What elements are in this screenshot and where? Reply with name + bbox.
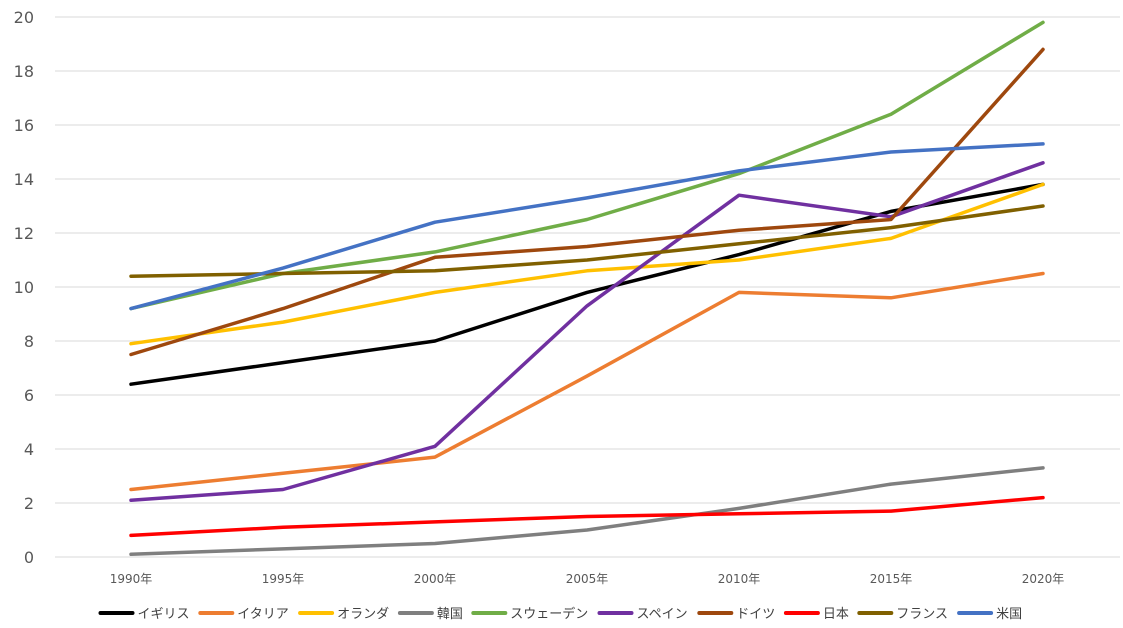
- legend: イギリス イタリア オランダ 韓国 スウェーデン スペイン ドイツ 日本 フランス 米国: [98, 606, 1022, 622]
- y-tick-label: 2: [24, 494, 34, 513]
- series-line-9: [129, 142, 1045, 311]
- y-tick-label: 10: [14, 278, 34, 297]
- y-tick-label: 12: [14, 224, 34, 243]
- series-line-6: [129, 47, 1045, 357]
- plot-area: [129, 20, 1045, 557]
- legend-label: フランス: [896, 607, 948, 622]
- x-tick-label: 2000年: [414, 572, 457, 586]
- legend-label: スペイン: [637, 607, 688, 622]
- legend-label: ドイツ: [736, 607, 775, 622]
- x-axis: 1990年 1995年 2000年 2005年 2010年 2015年 2020年: [110, 572, 1065, 586]
- x-tick-label: 2020年: [1022, 572, 1065, 586]
- legend-item: 韓国: [397, 607, 463, 622]
- legend-item: オランダ: [298, 607, 389, 622]
- x-tick-label: 2005年: [566, 572, 609, 586]
- legend-label: オランダ: [337, 607, 389, 622]
- series-line-5: [129, 161, 1045, 503]
- series-line-4: [129, 20, 1045, 311]
- y-tick-label: 6: [24, 386, 34, 405]
- legend-item: 日本: [783, 607, 849, 622]
- y-tick-label: 18: [14, 62, 34, 81]
- y-tick-label: 16: [14, 116, 34, 135]
- gridlines: [55, 16, 1120, 558]
- series-line-8: [129, 204, 1045, 278]
- series-line-1: [129, 271, 1045, 492]
- legend-label: 米国: [996, 607, 1022, 622]
- legend-label: スウェーデン: [510, 606, 588, 622]
- series-line-3: [129, 466, 1045, 557]
- x-tick-label: 1990年: [110, 572, 153, 586]
- y-tick-label: 8: [24, 332, 34, 351]
- legend-item: ドイツ: [697, 607, 775, 622]
- series-line-2: [129, 182, 1045, 346]
- legend-item: イギリス: [98, 607, 190, 622]
- x-tick-label: 1995年: [262, 572, 305, 586]
- legend-item: 米国: [957, 607, 1022, 622]
- x-tick-label: 2015年: [870, 572, 913, 586]
- legend-label: イギリス: [138, 607, 190, 622]
- legend-item: スペイン: [597, 607, 688, 622]
- legend-item: スウェーデン: [471, 606, 588, 622]
- series-line-0: [129, 182, 1045, 386]
- series-line-7: [129, 495, 1045, 538]
- y-tick-label: 14: [14, 170, 34, 189]
- legend-item: イタリア: [198, 607, 289, 622]
- legend-label: 日本: [823, 607, 849, 622]
- legend-label: 韓国: [437, 607, 463, 622]
- legend-label: イタリア: [237, 607, 288, 622]
- legend-item: フランス: [857, 607, 948, 622]
- y-tick-label: 20: [14, 8, 34, 27]
- y-tick-label: 4: [24, 440, 34, 459]
- x-tick-label: 2010年: [718, 572, 761, 586]
- y-axis: 0 2 4 6 8 10 12 14 16 18 20: [14, 8, 34, 567]
- y-tick-label: 0: [24, 548, 34, 567]
